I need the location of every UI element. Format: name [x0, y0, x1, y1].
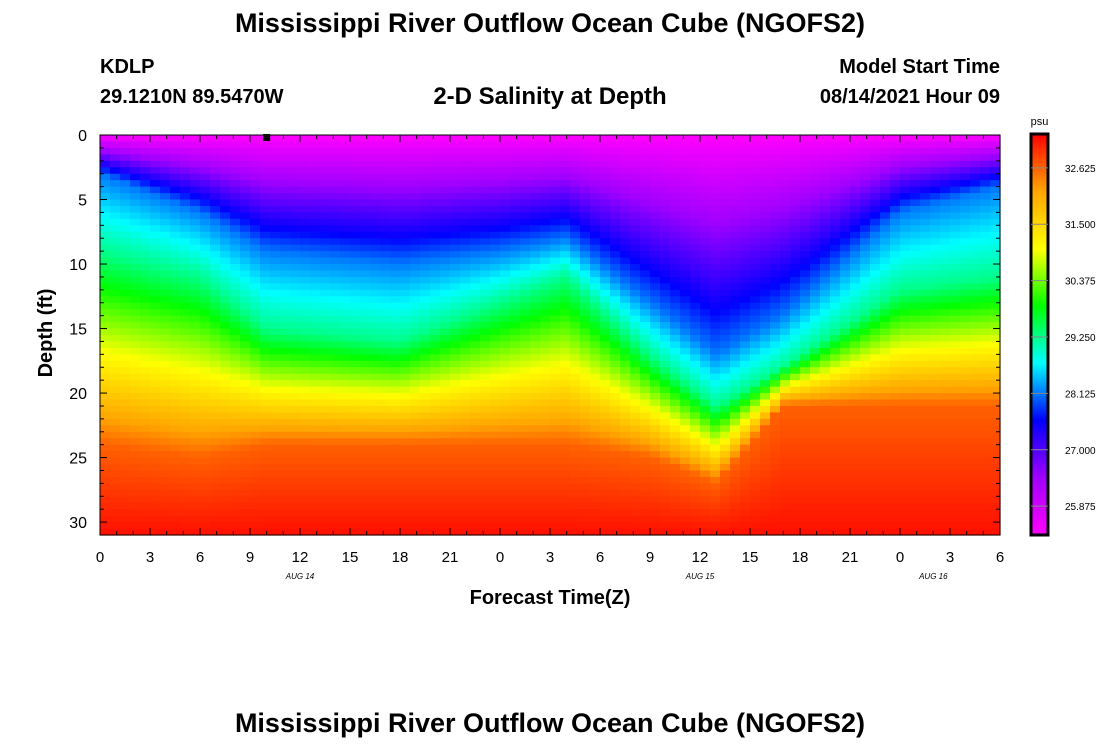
station-marker	[263, 134, 271, 141]
colorbar-unit: psu	[1031, 116, 1049, 128]
chart-subtitle: 2-D Salinity at Depth	[433, 83, 667, 110]
y-tick-label: 5	[78, 193, 87, 210]
x-tick-label: 21	[842, 549, 859, 566]
x-tick-label: 0	[96, 549, 104, 566]
model-start-label: Model Start Time	[839, 56, 1000, 78]
footer-title: Mississippi River Outflow Ocean Cube (NG…	[234, 708, 866, 738]
colorbar-tick-label: 31.500	[1065, 220, 1096, 231]
x-axis-label: Forecast Time(Z)	[470, 587, 631, 609]
y-axis-label: Depth (ft)	[35, 289, 57, 378]
x-tick-label: 9	[646, 549, 654, 566]
date-label: AUG 16	[918, 572, 948, 581]
colorbar-tick-label: 32.625	[1065, 164, 1096, 175]
colorbar-tick-label: 27.000	[1065, 446, 1096, 457]
colorbar-scale	[1029, 132, 1050, 537]
y-tick-label: 15	[69, 322, 87, 339]
y-axis: 0 5 10 15 20 25 30	[69, 128, 1000, 536]
x-tick-label: 3	[546, 549, 554, 566]
x-tick-label: 0	[496, 549, 504, 566]
y-tick-label: 20	[69, 386, 87, 403]
date-label: AUG 14	[285, 572, 315, 581]
model-start-value: 08/14/2021 Hour 09	[819, 86, 1000, 108]
x-tick-label: 15	[742, 549, 759, 566]
x-tick-label: 18	[392, 549, 409, 566]
date-labels: AUG 14 AUG 15 AUG 16	[285, 572, 948, 581]
colorbar: 32.625 31.500 30.375 29.250 28.125 27.000 25.8…	[1029, 116, 1096, 537]
y-tick-label: 0	[78, 128, 87, 145]
x-tick-label: 12	[292, 549, 309, 566]
colorbar-tick-label: 30.375	[1065, 277, 1096, 288]
x-tick-label: 9	[246, 549, 254, 566]
x-tick-label: 3	[146, 549, 154, 566]
x-tick-label: 15	[342, 549, 359, 566]
main-title: Mississippi River Outflow Ocean Cube (NG…	[234, 8, 866, 38]
colorbar-tick-label: 28.125	[1065, 389, 1096, 400]
colorbar-tick-label: 25.875	[1065, 502, 1096, 513]
x-axis: 0 3 6 9 12 15 18 21 0 3 6 9 12 15 18 21 0 3 6	[96, 135, 1004, 566]
date-label: AUG 15	[685, 572, 715, 581]
y-tick-label: 10	[69, 257, 87, 274]
x-tick-label: 6	[196, 549, 204, 566]
x-tick-label: 18	[792, 549, 809, 566]
salinity-chart: 0 3 6 9 12 15 18 21 0 3 6 9 12 15 18 21 0 3 6 0 5 10 15 20 25 30…	[35, 116, 1096, 609]
colorbar-tick-label: 29.250	[1065, 333, 1096, 344]
y-tick-label: 25	[69, 451, 87, 468]
x-tick-label: 21	[442, 549, 459, 566]
x-tick-label: 0	[896, 549, 904, 566]
salinity-heatmap	[100, 135, 1001, 536]
x-tick-label: 6	[596, 549, 604, 566]
y-tick-label: 30	[69, 515, 87, 532]
x-tick-label: 3	[946, 549, 954, 566]
x-tick-label: 12	[692, 549, 709, 566]
station-coordinates: 29.1210N 89.5470W	[100, 86, 284, 108]
x-tick-label: 6	[996, 549, 1004, 566]
station-id: KDLP	[100, 56, 155, 78]
